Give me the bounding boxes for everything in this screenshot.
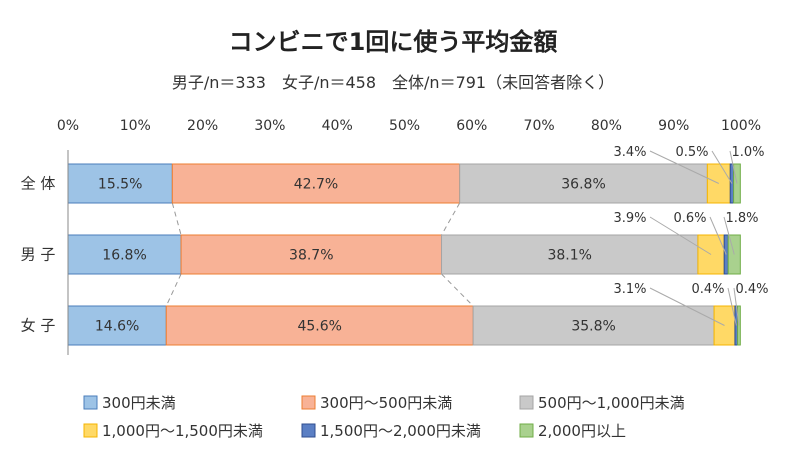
legend-label: 300円～500円未満 [320,394,452,412]
x-tick-label: 100% [721,118,761,134]
legend-swatch [301,395,316,410]
data-label: 35.8% [571,319,615,335]
bar-segment [165,305,474,346]
bar-segment [171,163,461,204]
legend-label: 500円～1,000円未満 [538,394,685,412]
callout-label: 3.1% [613,282,646,297]
callout-label: 1.8% [725,211,758,226]
callout-label: 0.6% [673,211,706,226]
bar-segment [472,305,715,346]
data-label: 36.8% [561,177,605,193]
connector-line [441,273,474,307]
callout-leader-line [727,287,737,326]
small-segment-callouts: 3.4% 0.5% 1.0% 3.9% 0.6% 1.8% 3.1% 0.4% 0.4% [613,145,769,326]
chart-title: コンビニで1回に使う平均金額 [229,28,558,56]
callout-label: 0.5% [675,145,708,160]
legend-label: 1,000円～1,500円未満 [102,422,263,440]
x-tick-label: 10% [120,118,151,134]
data-label: 38.7% [289,248,333,264]
callout-leader-line [711,150,733,184]
legend-label: 300円未満 [102,394,176,412]
callout-leader-line [649,150,720,184]
bars-layer: 15.5% 42.7% 36.8% 16.8% 38.7% 38.1% 14.6% 45.6%… [67,163,741,346]
legend-swatch [301,423,316,438]
bar-segment [459,163,708,204]
chart-subtitle: 男子/n＝333 女子/n＝458 全体/n＝791（未回答者除く） [172,73,614,92]
data-label: 38.1% [547,248,591,264]
callout-leader-line [729,150,738,184]
connector-line [171,202,182,236]
x-tick-label: 70% [524,118,555,134]
category-labels: 全 体男 子女 子 [21,175,56,335]
data-label: 16.8% [102,248,146,264]
data-label: 42.7% [294,177,338,193]
connector-line [441,202,461,236]
x-tick-label: 30% [254,118,285,134]
data-label: 45.6% [297,319,341,335]
callout-label: 0.4% [691,282,724,297]
callout-leader-line [649,287,725,326]
data-label: 15.5% [98,177,142,193]
category-label: 女 子 [21,317,56,335]
x-tick-label: 90% [658,118,689,134]
callout-label: 1.0% [731,145,764,160]
callout-label: 3.9% [613,211,646,226]
category-label: 男 子 [21,246,56,264]
connector-lines [165,202,474,307]
data-label: 14.6% [95,319,139,335]
legend-swatch [519,423,534,438]
x-tick-label: 0% [57,118,79,134]
legend-swatch [83,395,98,410]
callout-label: 3.4% [613,145,646,160]
callout-label: 0.4% [735,282,768,297]
legend-label: 2,000円以上 [538,422,626,440]
callout-leader-line [709,216,727,255]
x-tick-label: 50% [389,118,420,134]
callout-leader-line [733,287,740,326]
legend-swatch [83,423,98,438]
legend-swatch [519,395,534,410]
legend-label: 1,500円～2,000円未満 [320,422,481,440]
category-label: 全 体 [21,175,56,193]
callout-leader-line [649,216,712,255]
legend: 300円未満 300円～500円未満 500円～1,000円未満 1,000円～1,5… [83,394,685,440]
x-tick-label: 40% [322,118,353,134]
x-tick-label: 60% [456,118,487,134]
x-tick-label: 20% [187,118,218,134]
x-tick-label: 80% [591,118,622,134]
bar-segment [180,234,443,275]
connector-line [165,273,182,307]
x-axis-tick-labels: 0% 10% 20% 30% 40% 50% 60% 70% 80% 90% 100% [57,118,761,134]
callout-leader-line [723,216,735,255]
